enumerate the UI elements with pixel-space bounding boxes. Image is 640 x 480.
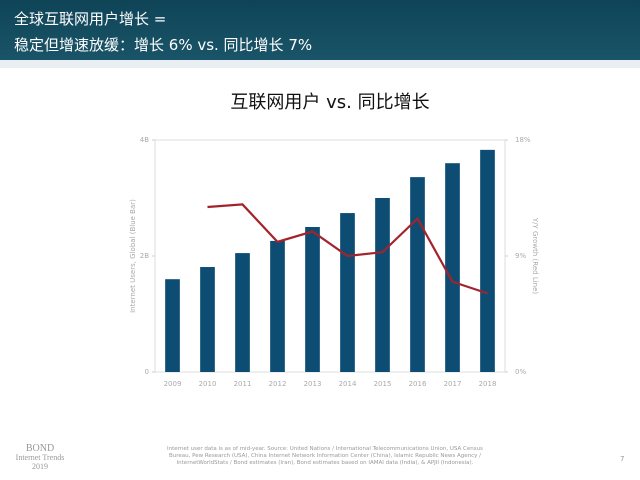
line [207, 203, 488, 295]
x-tick-label: 2017 [444, 380, 462, 388]
y-tick-label: 0 [145, 368, 149, 376]
bar [235, 253, 250, 372]
y2-tick-label: 0% [515, 368, 526, 376]
bar [270, 240, 285, 372]
brand-line: Internet Trends [15, 453, 65, 462]
brand: BOND Internet Trends 2019 [10, 443, 70, 472]
bar [445, 163, 460, 372]
x-tick-label: 2011 [234, 380, 252, 388]
x-tick-label: 2015 [374, 380, 392, 388]
bar [165, 279, 180, 372]
chart: 互联网用户 vs. 同比增长 0 2B 4B 0% 9% 18% Internet User… [129, 92, 539, 388]
header-line: 全球互联网用户增长 = [14, 10, 167, 28]
x-tick-label: 2012 [269, 380, 287, 388]
x-tick-label: 2018 [479, 380, 497, 388]
brand-line: BOND [25, 443, 55, 454]
header: 全球互联网用户增长 = 稳定但增速放缓：增长 6% vs. 同比增长 7% [0, 0, 640, 60]
brand-line: 2019 [32, 462, 48, 471]
x-tick-label: 2014 [339, 380, 357, 388]
page-number: 7 [620, 455, 625, 463]
bar [200, 267, 215, 372]
bar [340, 213, 355, 372]
y-tick-label: 4B [140, 136, 149, 144]
y-tick-label: 2B [140, 252, 149, 260]
y2-axis-title: Y/Y Growth (Red Line) [531, 217, 539, 295]
x-tick-label: 2009 [164, 380, 182, 388]
header-line: 稳定但增速放缓：增长 6% vs. 同比增长 7% [14, 36, 313, 54]
source-note: Internet user data is as of mid-year. So… [167, 446, 483, 466]
x-tick-label: 2010 [199, 380, 217, 388]
bar [375, 198, 390, 372]
x-tick-label: 2013 [304, 380, 322, 388]
chart-title: 互联网用户 vs. 同比增长 [230, 92, 429, 113]
bar [480, 149, 495, 372]
header-band [0, 60, 640, 68]
y2-tick-label: 9% [515, 252, 526, 260]
y-axis-title: Internet Users, Global (Blue Bar) [129, 199, 137, 313]
bar [410, 177, 425, 372]
x-tick-label: 2016 [409, 380, 427, 388]
bar [305, 227, 320, 372]
y2-tick-label: 18% [515, 136, 531, 144]
